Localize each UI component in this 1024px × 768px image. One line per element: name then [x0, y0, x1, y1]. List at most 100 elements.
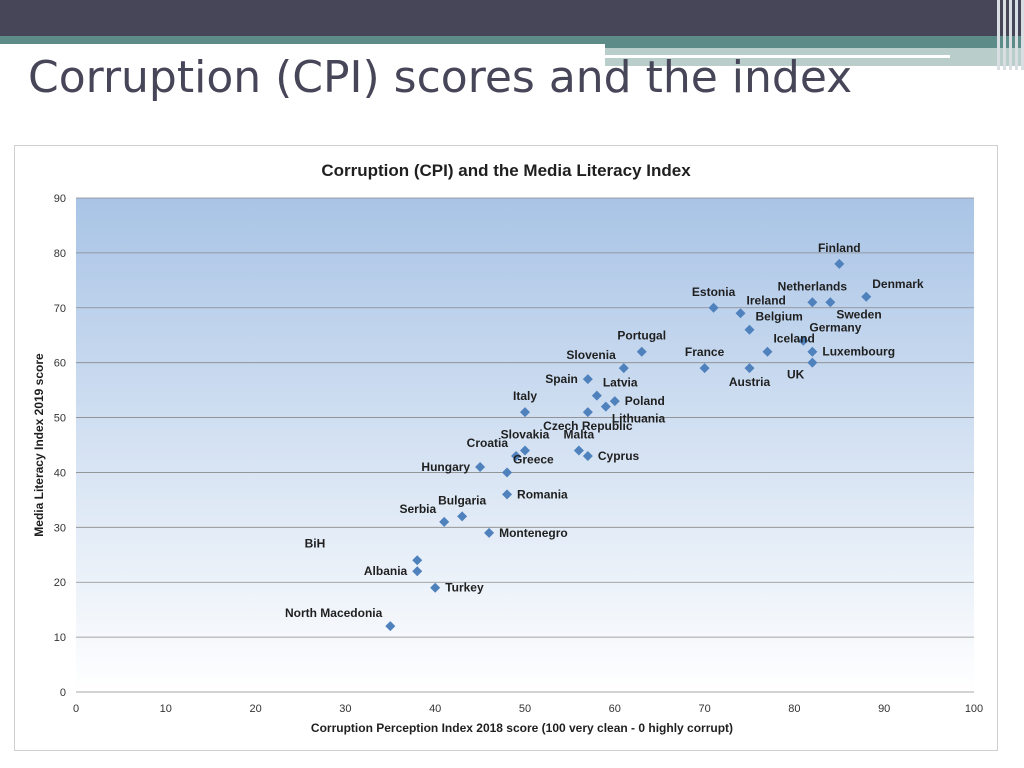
x-tick-label: 10 [160, 703, 172, 715]
data-point [825, 297, 836, 308]
data-point [520, 407, 530, 418]
data-point [744, 363, 755, 374]
point-label: Belgium [756, 310, 803, 324]
data-point [744, 324, 755, 335]
point-label: BiH [305, 536, 326, 550]
y-tick-label: 80 [54, 248, 66, 260]
point-label: Finland [818, 241, 861, 255]
point-label: Romania [517, 487, 568, 501]
data-point [582, 407, 593, 418]
point-label: Portugal [617, 329, 666, 343]
data-point [520, 445, 530, 456]
data-point [609, 396, 620, 407]
point-label: Denmark [872, 277, 924, 291]
data-point [807, 346, 818, 357]
data-point [439, 516, 450, 527]
x-tick-label: 100 [965, 703, 983, 715]
point-label: Greece [513, 452, 554, 466]
x-tick-label: 30 [339, 703, 351, 715]
x-tick-label: 80 [788, 703, 800, 715]
data-point [861, 291, 872, 302]
point-label: Cyprus [598, 449, 640, 463]
y-tick-label: 10 [54, 632, 66, 644]
data-point [735, 308, 746, 319]
header-bar [0, 0, 1024, 36]
chart-frame: Corruption (CPI) and the Media Literacy … [14, 145, 998, 751]
data-point [511, 450, 522, 461]
data-point [502, 489, 513, 500]
point-label: Slovakia [501, 427, 550, 441]
scatter-chart: Corruption (CPI) and the Media Literacy … [32, 161, 983, 735]
x-tick-label: 40 [429, 703, 441, 715]
data-point [798, 335, 809, 346]
x-tick-label: 0 [73, 703, 79, 715]
point-label: Spain [545, 372, 578, 386]
y-tick-label: 70 [54, 303, 66, 315]
data-point [600, 401, 611, 412]
point-label: Hungary [421, 460, 470, 474]
data-point [484, 527, 495, 538]
slide-title: Corruption (CPI) scores and the index [28, 52, 853, 103]
data-point [475, 461, 486, 472]
data-point [412, 555, 423, 566]
data-point [807, 357, 818, 368]
data-point [412, 566, 423, 577]
y-tick-labels: 0 10 20 30 40 50 60 70 80 90 [54, 193, 66, 699]
data-point [457, 511, 468, 522]
point-label: Slovenia [566, 348, 616, 362]
x-tick-label: 70 [698, 703, 710, 715]
data-point [699, 363, 710, 374]
x-axis-label: Corruption Perception Index 2018 score (… [311, 721, 733, 735]
point-label: Sweden [836, 307, 881, 321]
data-point [762, 346, 773, 357]
point-label: UK [787, 368, 805, 382]
data-point [582, 374, 593, 385]
point-label: Malta [564, 427, 595, 441]
point-label: Ireland [747, 293, 786, 307]
point-label: Estonia [692, 285, 736, 299]
point-label: Lithuania [612, 412, 666, 426]
y-tick-label: 20 [54, 577, 66, 589]
point-label: Netherlands [778, 279, 848, 293]
point-label: Luxembourg [822, 345, 895, 359]
data-point [618, 363, 629, 374]
gridlines [76, 197, 974, 693]
data-point [807, 297, 818, 308]
x-tick-label: 60 [609, 703, 621, 715]
data-point [708, 302, 719, 313]
point-label: Austria [729, 375, 771, 389]
y-tick-label: 0 [60, 687, 66, 699]
data-point [591, 390, 602, 401]
point-label: Iceland [773, 332, 814, 346]
data-point [502, 467, 513, 478]
header-title-notch [0, 44, 605, 68]
y-tick-label: 90 [54, 193, 66, 205]
data-point [582, 450, 593, 461]
point-label: North Macedonia [285, 606, 383, 620]
y-axis-label: Media Literacy Index 2019 score [32, 353, 46, 537]
point-label: Albania [364, 564, 408, 578]
y-tick-label: 50 [54, 413, 66, 425]
data-point [573, 445, 584, 456]
point-label: Turkey [445, 581, 484, 595]
point-label: Germany [809, 321, 861, 335]
point-label: Latvia [603, 376, 638, 390]
point-label: France [685, 345, 725, 359]
point-labels: Finland Denmark Netherlands Sweden Estonia Ir… [285, 241, 924, 620]
point-label: Italy [513, 389, 537, 403]
point-label: Poland [625, 394, 665, 408]
data-point [636, 346, 647, 357]
y-tick-label: 30 [54, 522, 66, 534]
chart-title: Corruption (CPI) and the Media Literacy … [321, 161, 691, 180]
y-tick-label: 40 [54, 467, 66, 479]
plot-area [76, 198, 974, 692]
point-label: Serbia [399, 502, 436, 516]
header-corner-stripes [990, 0, 1024, 70]
point-label: Bulgaria [438, 493, 486, 507]
x-tick-label: 90 [878, 703, 890, 715]
point-label: Croatia [467, 436, 509, 450]
point-label: Czech Republic [543, 419, 633, 433]
x-tick-labels: 0 10 20 30 40 50 60 70 80 90 100 [73, 703, 983, 715]
point-label: Montenegro [499, 526, 568, 540]
data-points [385, 258, 872, 632]
